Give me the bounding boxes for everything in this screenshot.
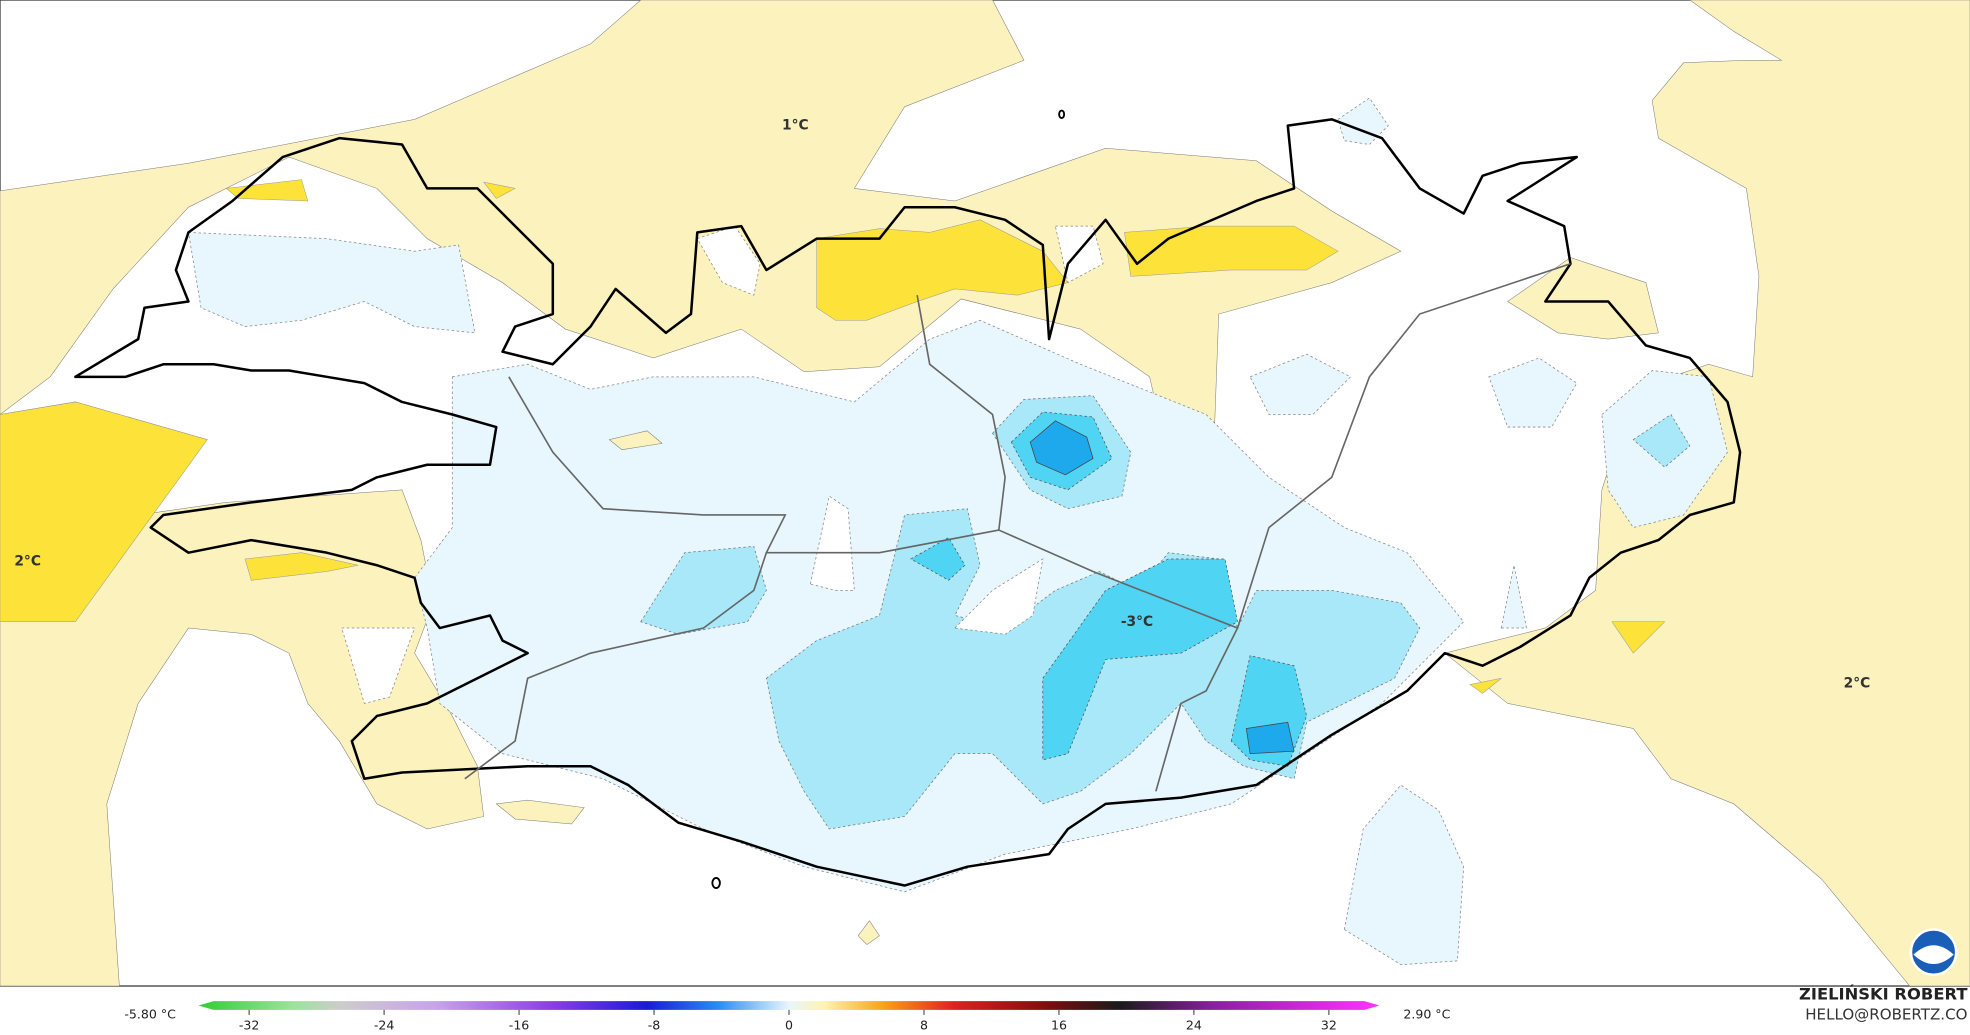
warm-zone xyxy=(857,920,880,945)
warm-zone xyxy=(608,430,663,450)
warm-zone xyxy=(495,799,585,825)
contour-labels: 1°C 2°C -3°C 2°C xyxy=(14,118,1870,692)
coldest-zone xyxy=(1029,420,1094,476)
warmer-zone xyxy=(225,179,309,202)
warmer-zone xyxy=(483,181,516,199)
cold-zone xyxy=(1632,413,1691,468)
neutral-zone xyxy=(809,495,855,591)
noaa-logo xyxy=(1909,928,1958,976)
coastline xyxy=(74,118,1742,887)
neutral-zone xyxy=(954,558,1044,635)
colorbar-tick-label: 32 xyxy=(1321,1018,1337,1033)
contour-label: 2°C xyxy=(1844,675,1871,691)
warmer-zone xyxy=(244,552,359,581)
region-border xyxy=(1155,627,1239,792)
credit-name: ZIELIŃSKI ROBERT xyxy=(1799,984,1968,1003)
contour-label: 2°C xyxy=(14,553,41,569)
credit-email: HELLO@ROBERTZ.CO xyxy=(1805,1005,1967,1023)
neutral-zone xyxy=(696,225,761,296)
warmer-zone xyxy=(0,401,208,623)
region-border xyxy=(508,295,1006,554)
map-area: 1°C 2°C -3°C 2°C xyxy=(0,0,1970,987)
colorbar-tick-label: -16 xyxy=(509,1018,530,1033)
warm-zone xyxy=(1444,0,1970,987)
island xyxy=(1058,109,1066,120)
neutral-zone xyxy=(341,627,416,704)
colorbar-strip xyxy=(198,1001,1380,1010)
colorbar-tick-label: -32 xyxy=(239,1018,260,1033)
warmer-zone xyxy=(1469,678,1502,694)
colorbar-tick-label: 24 xyxy=(1186,1018,1202,1033)
region-border xyxy=(998,262,1571,630)
warmer-zone xyxy=(1124,225,1339,277)
colorbar: -5.80 °C 2.90 °C -32 -24 -16 -8 0 8 16 24 32 xyxy=(124,1001,1451,1033)
cool-zone xyxy=(1337,97,1389,145)
warmer-zone xyxy=(1611,621,1666,654)
cool-zone xyxy=(1500,565,1527,629)
colorbar-min-label: -5.80 °C xyxy=(124,1006,176,1021)
colorbar-tick-label: -24 xyxy=(374,1018,395,1033)
region-border xyxy=(464,552,768,780)
cool-zone xyxy=(1488,357,1578,428)
cool-zone xyxy=(188,231,476,334)
cool-zone xyxy=(1249,353,1352,415)
contour-label: -3°C xyxy=(1121,614,1153,630)
coldest-zone xyxy=(1245,721,1295,755)
island xyxy=(711,877,721,889)
colorbar-tick-label: -8 xyxy=(648,1018,661,1033)
colorbar-tick-label: 8 xyxy=(920,1018,928,1033)
contour-label: 1°C xyxy=(782,118,809,134)
colder-zone xyxy=(910,537,966,581)
warmer-zone xyxy=(816,219,1069,321)
cool-zone xyxy=(1343,784,1465,966)
colorbar-tick-label: 16 xyxy=(1051,1018,1067,1033)
colorbar-max-label: 2.90 °C xyxy=(1403,1006,1450,1021)
colorbar-tick-label: 0 xyxy=(785,1018,793,1033)
